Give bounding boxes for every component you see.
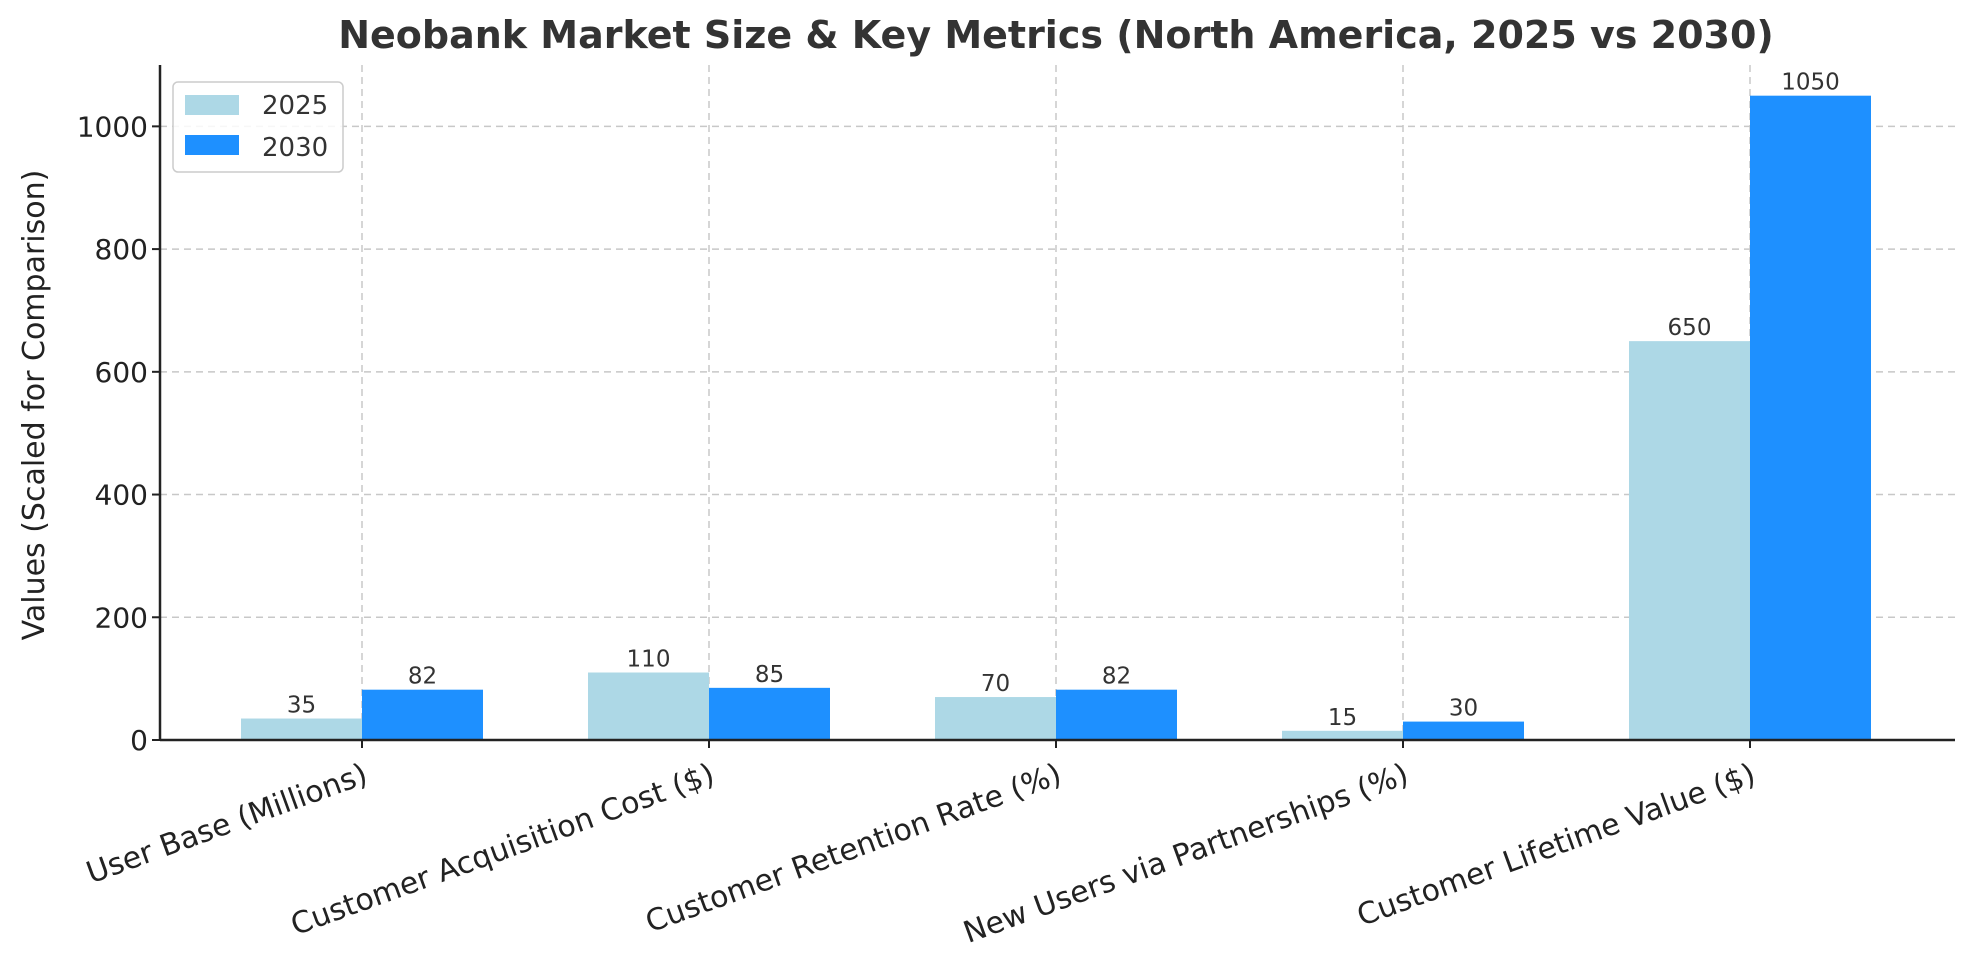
data-labels: 35 82 110 85 70 82 15 30 650 1050	[287, 70, 1840, 731]
legend-swatch-2030	[185, 135, 239, 155]
legend: 2025 2030	[172, 81, 344, 173]
bar-2025-new-users-via-partnerships	[1282, 730, 1403, 740]
bar-2025-customer-lifetime-value	[1629, 341, 1750, 740]
data-label-2025-customer-acquisition-cost: 110	[627, 647, 671, 673]
y-tick-label-400: 400	[95, 479, 148, 512]
y-tick-label-1000: 1000	[77, 110, 148, 143]
chart-title: Neobank Market Size & Key Metrics (North…	[338, 13, 1774, 57]
legend-label-2025: 2025	[262, 91, 328, 121]
data-label-2030-new-users-via-partnerships: 30	[1449, 696, 1478, 722]
y-axis-label: Values (Scaled for Comparison)	[17, 170, 52, 641]
x-tick-label-user-base-millions: User Base (Millions)	[82, 757, 372, 891]
data-label-2030-customer-lifetime-value: 1050	[1781, 70, 1840, 96]
y-tick-label-200: 200	[95, 601, 148, 634]
legend-swatch-2025	[185, 95, 239, 115]
data-label-2030-customer-retention-rate: 82	[1102, 664, 1131, 690]
legend-label-2030: 2030	[262, 133, 328, 163]
bar-2025-customer-retention-rate	[935, 697, 1056, 740]
bar-2030-user-base-millions	[362, 689, 483, 740]
bar-2030-customer-retention-rate	[1056, 689, 1177, 740]
y-tick-label-0: 0	[130, 724, 148, 757]
y-tick-label-600: 600	[95, 356, 148, 389]
data-label-2025-user-base-millions: 35	[287, 693, 316, 719]
bar-2030-new-users-via-partnerships	[1403, 721, 1524, 740]
data-label-2025-customer-retention-rate: 70	[981, 671, 1010, 697]
bar-2025-customer-acquisition-cost	[588, 672, 709, 740]
data-label-2030-user-base-millions: 82	[408, 664, 437, 690]
bar-2025-user-base-millions	[241, 718, 362, 740]
x-tick-label-customer-lifetime-value: Customer Lifetime Value ($)	[1352, 757, 1760, 934]
bar-2030-customer-lifetime-value	[1750, 95, 1871, 740]
data-label-2025-new-users-via-partnerships: 15	[1328, 705, 1357, 731]
bar-2030-customer-acquisition-cost	[709, 687, 830, 740]
data-label-2030-customer-acquisition-cost: 85	[755, 662, 784, 688]
bars	[241, 95, 1871, 740]
data-label-2025-customer-lifetime-value: 650	[1668, 315, 1712, 341]
y-tick-label-800: 800	[95, 233, 148, 266]
